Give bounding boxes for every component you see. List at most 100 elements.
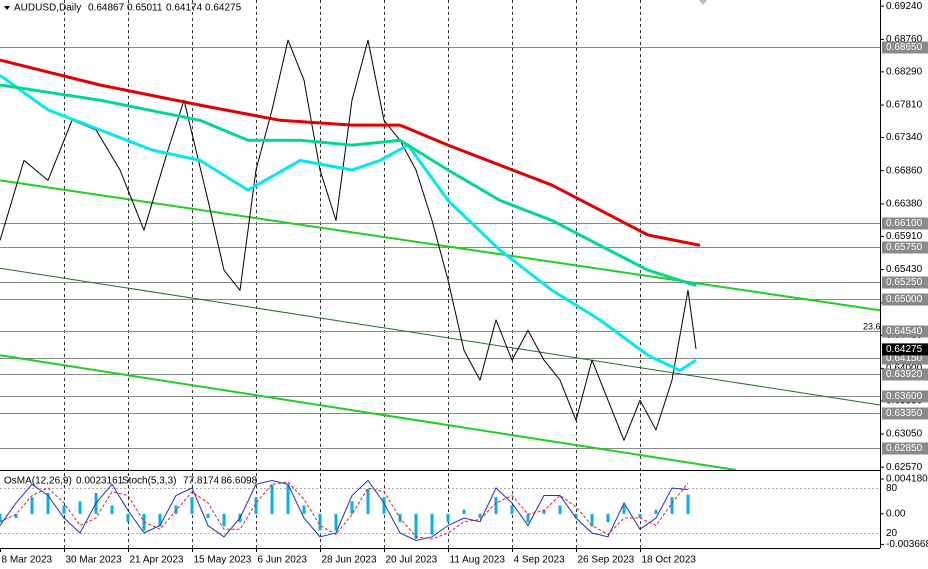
x-tick-label: 26 Sep 2023: [578, 555, 635, 566]
level-label: 0.63350: [886, 408, 923, 419]
osma-bar: [270, 484, 274, 514]
price-line: [0, 39, 697, 441]
osma-bar: [446, 513, 450, 523]
osma-bar: [382, 497, 386, 514]
y-tick-label: 0.68760: [886, 34, 923, 45]
osma-bar: [14, 513, 18, 518]
level-label-box: [882, 352, 928, 365]
level-label: 0.65750: [886, 242, 923, 253]
y-tick-label: 0.00: [886, 508, 906, 519]
osma-bar: [478, 513, 482, 518]
current-price-label: 0.64275: [886, 344, 923, 355]
osma-bar: [46, 493, 50, 514]
osma-bar: [302, 505, 306, 514]
osma-bar: [494, 497, 498, 514]
osma-bar: [126, 513, 130, 523]
osma-bar: [286, 484, 290, 514]
moving-average: [0, 83, 697, 287]
x-tick-label: 21 Apr 2023: [130, 555, 184, 566]
ohlc-value: 0.65011: [127, 3, 163, 14]
level-label: 0.62850: [886, 443, 923, 454]
osma-bar: [574, 513, 578, 518]
osma-bar: [222, 513, 226, 527]
x-tick-label: 6 Jun 2023: [258, 555, 308, 566]
y-tick-label: 0.65910: [886, 231, 923, 242]
symbol-title: AUDUSD,Daily: [14, 3, 81, 14]
y-tick-label: 0.0041803: [886, 474, 928, 485]
y-tick-label: 0.66380: [886, 199, 923, 210]
level-label: 0.64150: [886, 353, 923, 364]
osma-bar: [526, 513, 530, 523]
y-tick-label: 0.67340: [886, 132, 923, 143]
y2-tick-label: 20: [886, 528, 898, 539]
osma-bar: [334, 513, 338, 531]
osma-bar: [366, 488, 370, 514]
y-tick-label: 0.65430: [886, 264, 923, 275]
stoch-line: [0, 479, 689, 542]
trendline: [0, 267, 881, 406]
level-label-box: [882, 217, 928, 230]
osma-value: 0.0023161: [76, 476, 124, 487]
y-tick-label: 0.62570: [886, 462, 923, 473]
osma-bar: [254, 497, 258, 514]
menu-arrow: [4, 6, 10, 10]
osma-bar: [510, 505, 514, 514]
level-label-box: [882, 442, 928, 455]
y-tick-label: -0.003668: [886, 539, 928, 550]
osma-bar: [62, 505, 66, 514]
osma-bar: [190, 497, 194, 514]
osma-bar: [350, 501, 354, 514]
level-label: 0.65000: [886, 294, 923, 305]
level-label-box: [882, 368, 928, 381]
osma-bar: [670, 497, 674, 514]
osma-bar: [78, 501, 82, 514]
level-label: 0.68650: [886, 42, 923, 53]
osma-bar: [558, 505, 562, 514]
stoch-value: 77.8174: [183, 476, 220, 487]
y-tick-label: 0.69240: [886, 1, 923, 12]
osma-bar: [174, 505, 178, 514]
scroll-marker: [699, 0, 707, 5]
level-label-box: [882, 390, 928, 403]
annotation: 23.6: [863, 321, 881, 331]
osma-bar: [158, 513, 162, 527]
x-tick-label: 18 Oct 2023: [642, 555, 697, 566]
osma-bar: [654, 509, 658, 514]
x-tick-label: 20 Jul 2023: [386, 555, 438, 566]
osma-bar: [638, 513, 642, 518]
level-label-box: [882, 41, 928, 54]
y-tick-label: 0.63050: [886, 429, 923, 440]
osma-bar: [686, 494, 690, 514]
x-tick-label: 15 May 2023: [194, 555, 252, 566]
level-label: 0.65250: [886, 277, 923, 288]
osma-bar: [606, 513, 610, 523]
level-label-box: [882, 293, 928, 306]
level-label-box: [882, 407, 928, 420]
level-label: 0.66100: [886, 218, 923, 229]
level-label-box: [882, 325, 928, 338]
trendline: [0, 179, 881, 312]
ohlc-value: 0.64867: [88, 3, 125, 14]
level-label: 0.63920: [886, 369, 923, 380]
osma-bar: [414, 513, 418, 539]
y-tick-label: 0.66860: [886, 165, 923, 176]
y-tick-label: 0.68290: [886, 67, 923, 78]
moving-average: [0, 74, 697, 372]
level-label-box: [882, 276, 928, 289]
current-price-box: [882, 343, 928, 356]
osma-bar: [430, 513, 434, 535]
osma-bar: [542, 509, 546, 514]
level-label-box: [882, 241, 928, 254]
osma-bar: [318, 513, 322, 531]
y-tick-label: 0.67810: [886, 100, 923, 111]
stoch-value: 86.6098: [221, 476, 258, 487]
moving-average: [0, 58, 701, 247]
x-tick-label: 8 Mar 2023: [2, 555, 53, 566]
osma-bar: [206, 513, 210, 518]
osma-bar: [590, 513, 594, 527]
osma-bar: [30, 497, 34, 514]
stoch-line: [0, 481, 689, 540]
osma-bar: [110, 505, 114, 514]
